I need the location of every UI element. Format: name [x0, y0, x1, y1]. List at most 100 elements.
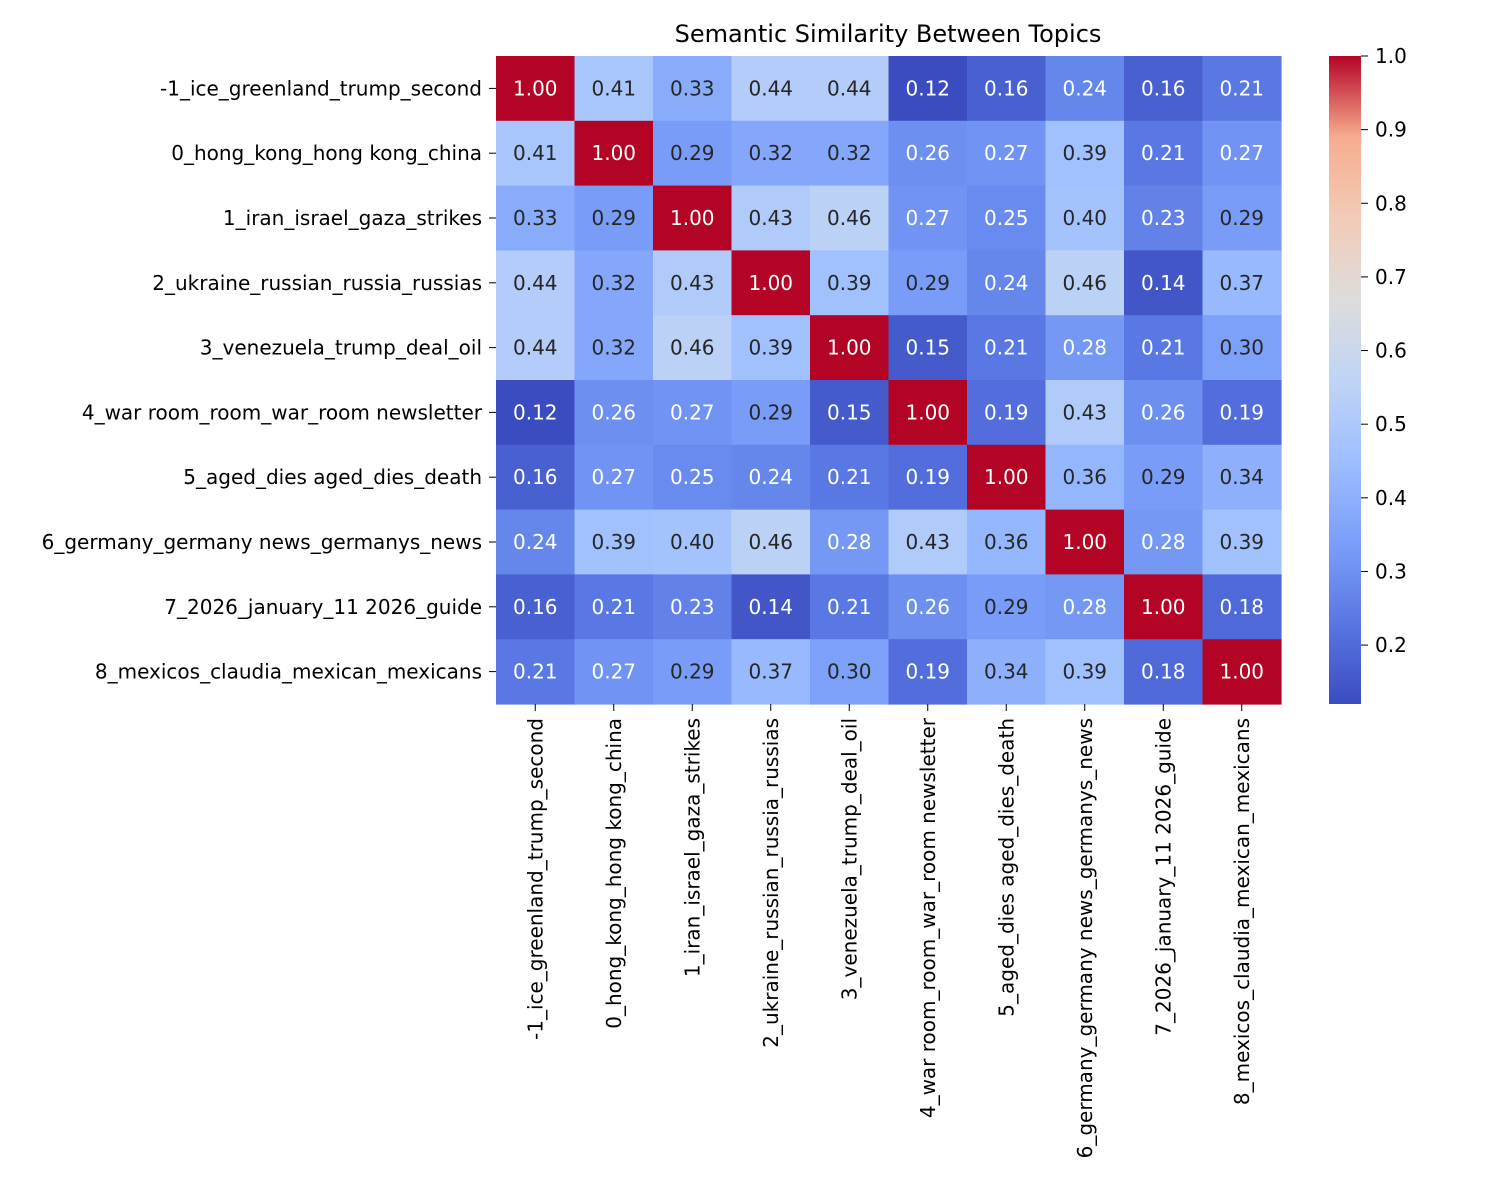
- heatmap-cell: [653, 509, 733, 575]
- heatmap-cell: [653, 315, 733, 381]
- cell-value-label: 0.28: [1141, 530, 1186, 554]
- cell-value-label: 0.32: [591, 271, 636, 295]
- heatmap-cell: [967, 120, 1047, 187]
- y-tick-label: 6_germany_germany news_germanys_news: [42, 530, 482, 554]
- heatmap-cell: [496, 574, 576, 640]
- heatmap-cell: [731, 250, 811, 316]
- heatmap-cell: [967, 56, 1047, 122]
- cell-value-label: 0.25: [984, 206, 1029, 230]
- heatmap-cell: [967, 509, 1047, 575]
- heatmap-cell: [1202, 315, 1282, 381]
- cell-value-label: 0.29: [1141, 465, 1186, 489]
- cell-value-label: 1.00: [748, 271, 793, 295]
- cell-value-label: 0.28: [827, 530, 872, 554]
- heatmap-cell: [1202, 185, 1282, 251]
- heatmap-cell: [574, 639, 654, 705]
- heatmap-cell: [1045, 185, 1125, 251]
- x-tick-label: 3_venezuela_trump_deal_oil: [837, 718, 861, 1000]
- colorbar-tick-label: 0.5: [1375, 412, 1407, 436]
- cell-value-label: 0.21: [827, 595, 872, 619]
- cell-value-label: 0.21: [1219, 76, 1264, 100]
- colorbar-tick-label: 0.3: [1375, 559, 1407, 583]
- y-tick-label: 0_hong_kong_hong kong_china: [171, 141, 482, 165]
- cell-value-label: 1.00: [513, 76, 558, 100]
- cell-value-label: 0.32: [748, 141, 793, 165]
- heatmap-cell: [888, 185, 968, 251]
- heatmap-cell: [810, 509, 890, 575]
- cell-value-label: 0.33: [670, 76, 715, 100]
- heatmap-cell: [653, 250, 733, 316]
- cell-value-label: 0.21: [591, 595, 636, 619]
- cell-value-label: 0.18: [1219, 595, 1264, 619]
- heatmap-cell: [574, 56, 654, 122]
- cell-value-label: 0.32: [827, 141, 872, 165]
- cell-value-label: 0.19: [984, 400, 1029, 424]
- heatmap-cell: [810, 120, 890, 187]
- cell-value-label: 0.19: [905, 660, 950, 684]
- cell-value-label: 0.21: [1141, 141, 1186, 165]
- colorbar: 1.0 0.9 0.8 0.7 0.6 0.5 0.4 0.3 0.2: [1329, 44, 1407, 704]
- heatmap-cell: [653, 639, 733, 705]
- cell-value-label: 0.27: [984, 141, 1029, 165]
- x-tick-label: 4_war room_room_war_room newsletter: [916, 717, 940, 1118]
- chart-title: Semantic Similarity Between Topics: [675, 20, 1102, 48]
- cell-value-label: 0.39: [1219, 530, 1264, 554]
- cell-value-label: 0.15: [905, 336, 950, 360]
- cell-value-label: 0.28: [1062, 595, 1107, 619]
- y-tick-label: 3_venezuela_trump_deal_oil: [200, 336, 482, 360]
- heatmap-cell: [1202, 639, 1282, 705]
- cell-value-label: 0.46: [1062, 271, 1107, 295]
- cell-value-label: 0.44: [827, 76, 872, 100]
- heatmap-cells: 1.00 0.41 0.33 0.44 0.44 0.12 0.16 0.24 0.16 0.21…: [496, 56, 1282, 705]
- cell-value-label: 0.30: [827, 660, 872, 684]
- cell-value-label: 0.39: [827, 271, 872, 295]
- cell-value-label: 0.15: [827, 400, 872, 424]
- heatmap-cell: [731, 639, 811, 705]
- heatmap-cell: [574, 574, 654, 640]
- heatmap-cell: [496, 444, 576, 511]
- y-tick-label: 7_2026_january_11 2026_guide: [164, 595, 482, 619]
- heatmap-cell: [1045, 509, 1125, 575]
- cell-value-label: 0.43: [670, 271, 715, 295]
- heatmap-cell: [1124, 639, 1204, 705]
- heatmap-cell: [496, 509, 576, 575]
- cell-value-label: 0.29: [748, 400, 793, 424]
- cell-value-label: 0.39: [1062, 660, 1107, 684]
- cell-value-label: 0.39: [591, 530, 636, 554]
- cell-value-label: 0.24: [1062, 76, 1107, 100]
- heatmap-cell: [1124, 120, 1204, 187]
- cell-value-label: 0.23: [1141, 206, 1186, 230]
- heatmap-cell: [810, 56, 890, 122]
- heatmap-cell: [653, 380, 733, 446]
- cell-value-label: 0.18: [1141, 660, 1186, 684]
- x-tick-label: 5_aged_dies aged_dies_death: [994, 718, 1018, 1017]
- heatmap-cell: [810, 315, 890, 381]
- cell-value-label: 0.12: [513, 400, 558, 424]
- cell-value-label: 0.43: [1062, 400, 1107, 424]
- heatmap-cell: [731, 509, 811, 575]
- heatmap-cell: [888, 380, 968, 446]
- colorbar-gradient: [1329, 56, 1361, 704]
- heatmap-cell: [731, 380, 811, 446]
- cell-value-label: 0.39: [748, 336, 793, 360]
- cell-value-label: 0.27: [591, 660, 636, 684]
- heatmap-cell: [1124, 185, 1204, 251]
- heatmap-cell: [1045, 574, 1125, 640]
- heatmap-cell: [496, 639, 576, 705]
- y-tick-label: -1_ice_greenland_trump_second: [160, 76, 482, 100]
- cell-value-label: 1.00: [905, 400, 950, 424]
- heatmap-cell: [967, 315, 1047, 381]
- heatmap-cell: [1045, 639, 1125, 705]
- y-tick-label: 2_ukraine_russian_russia_russias: [152, 271, 482, 295]
- cell-value-label: 0.29: [670, 141, 715, 165]
- heatmap-cell: [496, 250, 576, 316]
- heatmap-cell: [1124, 56, 1204, 122]
- heatmap-cell: [1202, 120, 1282, 187]
- heatmap-cell: [810, 444, 890, 511]
- cell-value-label: 0.33: [513, 206, 558, 230]
- x-axis-labels: -1_ice_greenland_trump_second 0_hong_kong…: [523, 704, 1254, 1158]
- heatmap-cell: [1124, 380, 1204, 446]
- x-tick-label: -1_ice_greenland_trump_second: [523, 718, 547, 1040]
- colorbar-tick-label: 1.0: [1375, 44, 1407, 68]
